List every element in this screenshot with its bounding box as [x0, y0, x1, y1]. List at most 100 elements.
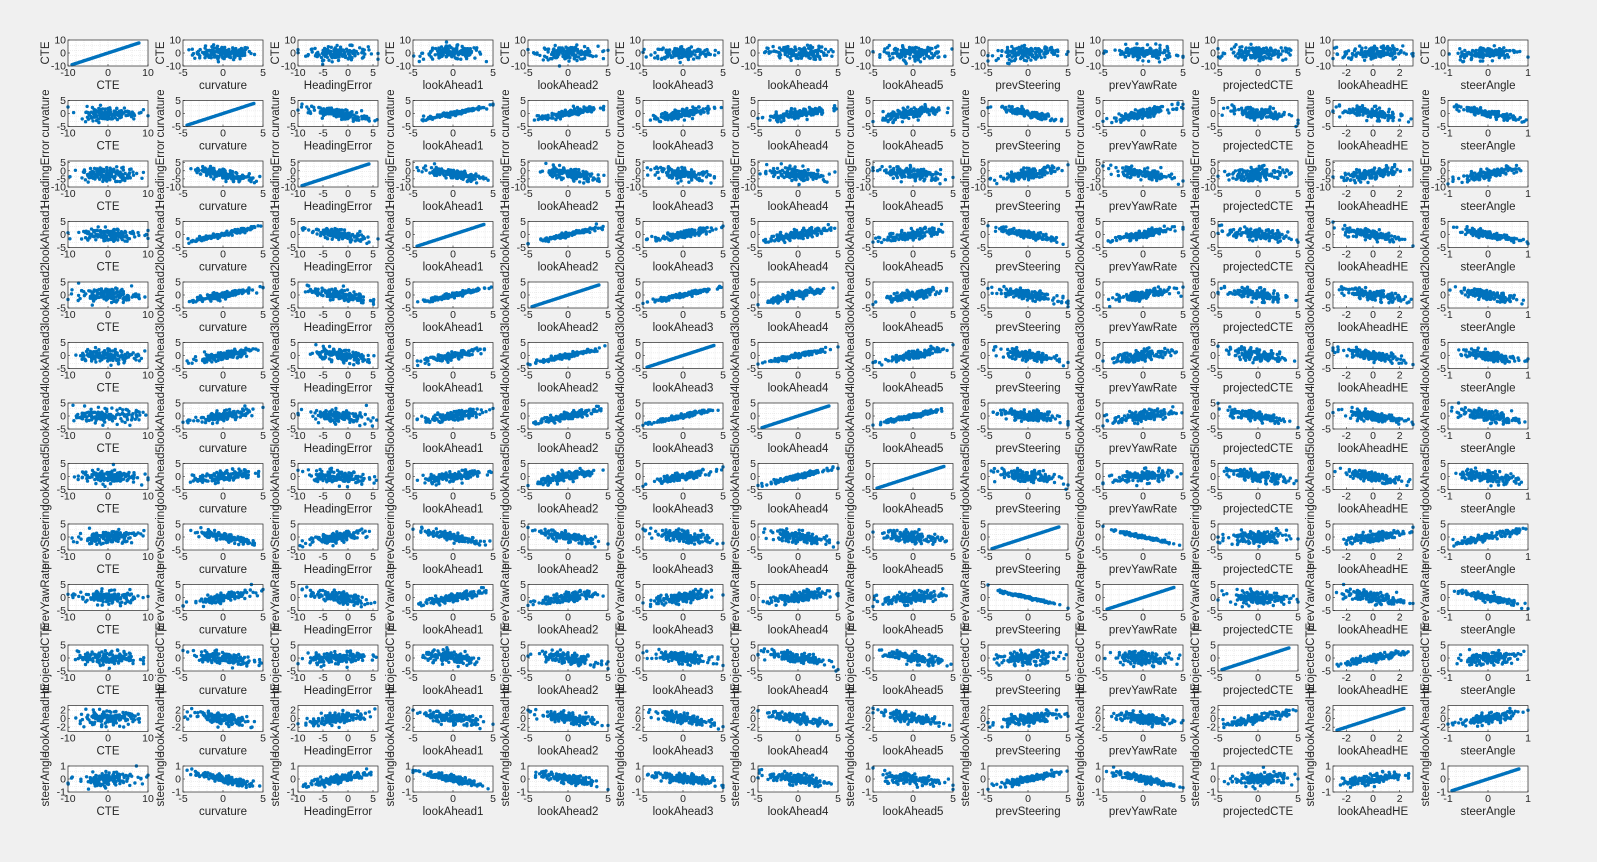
y-tick-label: 0	[175, 48, 181, 60]
scatter-point	[814, 112, 817, 115]
scatter-point	[83, 168, 86, 171]
scatter-point	[456, 43, 459, 46]
x-tick-label: 0	[680, 128, 686, 140]
scatter-point	[463, 47, 466, 50]
scatter-point	[88, 175, 91, 178]
scatter-point	[696, 56, 699, 59]
scatter-point	[343, 112, 346, 115]
scatter-point	[1354, 55, 1357, 58]
scatter-point	[1004, 106, 1007, 109]
scatter-point	[310, 105, 313, 108]
scatter-point	[1000, 49, 1003, 52]
y-tick-label: -10	[1316, 61, 1331, 73]
scatter-point	[1459, 58, 1462, 61]
scatter-point	[645, 55, 648, 58]
scatter-point	[815, 108, 818, 111]
y-tick-label: 10	[1089, 35, 1101, 47]
scatter-point	[928, 113, 931, 116]
scatter-point	[1256, 115, 1259, 118]
scatter-point	[1281, 59, 1284, 62]
x-tick-label: 5	[260, 128, 266, 140]
y-axis-label: CTE	[960, 41, 972, 64]
scatter-point	[690, 109, 693, 112]
x-tick-label: 0	[795, 128, 801, 140]
scatter-point	[116, 169, 119, 172]
y-tick-label: 0	[1210, 108, 1216, 120]
x-tick-label: 0	[450, 128, 456, 140]
scatter-point	[713, 53, 716, 56]
scatter-point	[1371, 108, 1374, 111]
scatter-point	[713, 106, 716, 109]
scatter-point	[367, 117, 370, 120]
y-tick-label: 10	[974, 35, 986, 47]
scatter-point	[930, 108, 933, 111]
scatter-point	[209, 165, 212, 168]
scatter-point	[422, 58, 425, 61]
scatter-point	[205, 172, 208, 175]
scatter-point	[921, 53, 924, 56]
scatter-point	[1391, 115, 1394, 118]
x-tick-label: -5	[318, 188, 327, 200]
y-tick-label: 10	[399, 35, 411, 47]
scatter-point	[1479, 52, 1482, 55]
scatter-point	[448, 51, 451, 54]
scatter-point	[1364, 46, 1367, 49]
y-axis-label: curvature	[40, 90, 52, 138]
scatter-point	[120, 166, 123, 169]
scatter-point	[239, 51, 242, 54]
scatter-point	[1512, 114, 1515, 117]
y-tick-label: 5	[60, 95, 66, 107]
scatter-point	[1380, 54, 1383, 57]
scatter-point	[761, 116, 764, 119]
scatter-point	[1222, 107, 1225, 110]
scatter-point	[537, 114, 540, 117]
scatter-point	[258, 175, 261, 178]
scatter-point	[1050, 51, 1053, 54]
scatter-point	[418, 55, 421, 58]
scatter-point	[452, 54, 455, 57]
scatter-point	[1014, 108, 1017, 111]
scatter-point	[1353, 49, 1356, 52]
scatter-point	[583, 57, 586, 60]
x-tick-label: 0	[795, 67, 801, 79]
scatter-point	[672, 112, 675, 115]
scatter-point	[445, 40, 448, 43]
scatter-point	[331, 60, 334, 63]
scatter-point	[905, 49, 908, 52]
scatter-point	[237, 180, 240, 183]
scatter-point	[996, 49, 999, 52]
scatter-point	[193, 57, 196, 60]
y-tick-label: -5	[172, 121, 181, 133]
scatter-point	[226, 174, 229, 177]
scatter-point	[894, 118, 897, 121]
scatter-point	[1401, 44, 1404, 47]
scatter-point	[1383, 116, 1386, 119]
scatter-point	[649, 53, 652, 56]
scatter-point	[1007, 62, 1010, 65]
x-tick-label: 5	[1065, 128, 1071, 140]
scatter-point	[234, 171, 237, 174]
scatter-point	[89, 115, 92, 118]
scatter-point	[883, 50, 886, 53]
scatter-point	[811, 46, 814, 49]
scatter-point	[1272, 114, 1275, 117]
scatter-point	[1043, 55, 1046, 58]
scatter-point	[1391, 57, 1394, 60]
scatter-point	[1371, 112, 1374, 115]
scatter-point	[228, 54, 231, 57]
scatter-point	[1158, 60, 1161, 63]
x-tick-label: 0	[220, 128, 226, 140]
scatter-point	[575, 59, 578, 62]
scatter-point	[97, 171, 100, 174]
scatter-point	[422, 119, 425, 122]
scatter-point	[1113, 48, 1116, 51]
scatter-point	[1168, 55, 1171, 58]
scatter-point	[574, 46, 577, 49]
scatter-point	[1114, 117, 1117, 120]
x-tick-label: -2	[1342, 67, 1351, 79]
x-tick-label: 5	[1295, 67, 1301, 79]
scatter-point	[1167, 111, 1170, 114]
scatter-point	[95, 115, 98, 118]
